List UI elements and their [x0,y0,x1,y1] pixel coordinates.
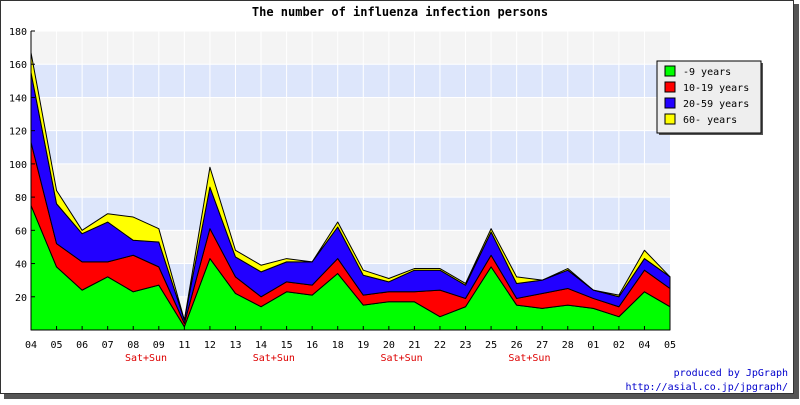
y-tick-label: 120 [9,127,27,138]
x-tick-label: 18 [332,340,344,351]
x-tick-label: 05 [664,340,676,351]
y-tick-label: 40 [15,260,27,271]
x-tick-label: 11 [178,340,190,351]
x-tick-label: 05 [51,340,63,351]
legend-swatch [664,113,676,125]
x-tick-label: 06 [76,340,88,351]
weekend-label: Sat+Sun [508,353,550,364]
x-tick-label: 14 [255,340,267,351]
x-tick-label: 20 [383,340,395,351]
x-tick-label: 04 [25,340,37,351]
x-tick-label: 16 [306,340,318,351]
chart-title: The number of influenza infection person… [252,5,548,19]
legend-swatch [664,81,676,93]
x-tick-label: 27 [536,340,548,351]
grid-band [31,130,670,164]
y-tick-label: 60 [15,226,27,237]
grid-band [31,97,670,131]
grid-band [31,64,670,98]
legend-entry: 10-19 years [683,83,749,94]
x-tick-label: 12 [204,340,216,351]
x-tick-label: 25 [485,340,497,351]
footer-credit: produced by JpGraph [674,368,788,379]
x-tick-label: 01 [587,340,599,351]
y-tick-label: 20 [15,293,27,304]
legend-swatch [664,65,676,77]
x-tick-label: 08 [127,340,139,351]
legend-entry: -9 years [683,67,731,78]
x-tick-label: 28 [562,340,574,351]
grid-band [31,31,670,65]
area-series-60-years [30,52,671,321]
x-tick-label: 22 [434,340,446,351]
y-tick-label: 80 [15,193,27,204]
legend-entry: 60- years [683,115,737,126]
x-tick-label: 15 [281,340,293,351]
y-tick-label: 160 [9,60,27,71]
grid-band [31,163,670,198]
footer-url[interactable]: http://asial.co.jp/jpgraph/ [625,382,788,393]
y-tick-label: 140 [9,93,27,104]
x-tick-label: 07 [102,340,114,351]
legend-entry: 20-59 years [683,99,749,110]
x-tick-label: 21 [408,340,420,351]
weekend-label: Sat+Sun [253,353,295,364]
x-tick-label: 04 [638,340,650,351]
y-tick-label: 180 [9,27,27,38]
weekend-label: Sat+Sun [125,353,167,364]
weekend-label: Sat+Sun [381,353,423,364]
legend: -9 years 10-19 years 20-59 years 60- years [656,60,763,135]
x-tick-label: 09 [153,340,165,351]
y-tick-label: 100 [9,160,27,171]
x-tick-label: 26 [511,340,523,351]
x-tick-label: 13 [229,340,241,351]
legend-swatch [664,97,676,109]
x-tick-label: 19 [357,340,369,351]
x-tick-label: 23 [459,340,471,351]
axes: 20 40 60 80 100 120 140 160 180 04 05 06 07 08 09 11 12 1… [9,27,676,364]
x-tick-label: 02 [613,340,625,351]
